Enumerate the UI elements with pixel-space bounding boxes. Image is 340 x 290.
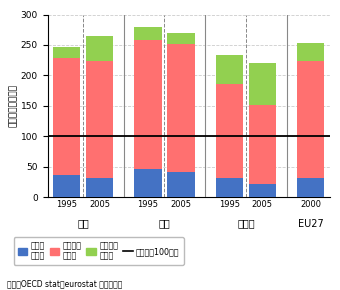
- Text: EU27: EU27: [298, 219, 324, 229]
- Bar: [134, 40, 162, 168]
- Bar: [167, 172, 194, 197]
- Text: 日本: 日本: [77, 219, 89, 229]
- Bar: [297, 178, 324, 197]
- Text: ドイツ: ドイツ: [237, 219, 255, 229]
- Bar: [216, 178, 243, 197]
- Bar: [297, 61, 324, 178]
- Bar: [134, 27, 162, 40]
- Bar: [216, 84, 243, 178]
- Bar: [53, 175, 80, 197]
- Bar: [167, 33, 194, 44]
- Bar: [249, 184, 276, 197]
- Bar: [53, 47, 80, 58]
- Bar: [249, 63, 276, 105]
- Bar: [216, 55, 243, 84]
- Bar: [249, 105, 276, 184]
- Legend: 最終財
輸入額, 内需間接
流出額, 外需間接
流出額, 輸入額（100％）: 最終財 輸入額, 内需間接 流出額, 外需間接 流出額, 輸入額（100％）: [14, 238, 184, 265]
- Text: 米国: 米国: [158, 219, 170, 229]
- Bar: [134, 168, 162, 197]
- Bar: [297, 43, 324, 61]
- Bar: [86, 61, 113, 178]
- Y-axis label: 対輸入額比（％）: 対輸入額比（％）: [9, 84, 18, 127]
- Bar: [167, 44, 194, 172]
- Bar: [53, 58, 80, 175]
- Bar: [86, 178, 113, 197]
- Bar: [86, 36, 113, 61]
- Text: 資料：OECD stat、eurostat から作成。: 資料：OECD stat、eurostat から作成。: [7, 280, 122, 289]
